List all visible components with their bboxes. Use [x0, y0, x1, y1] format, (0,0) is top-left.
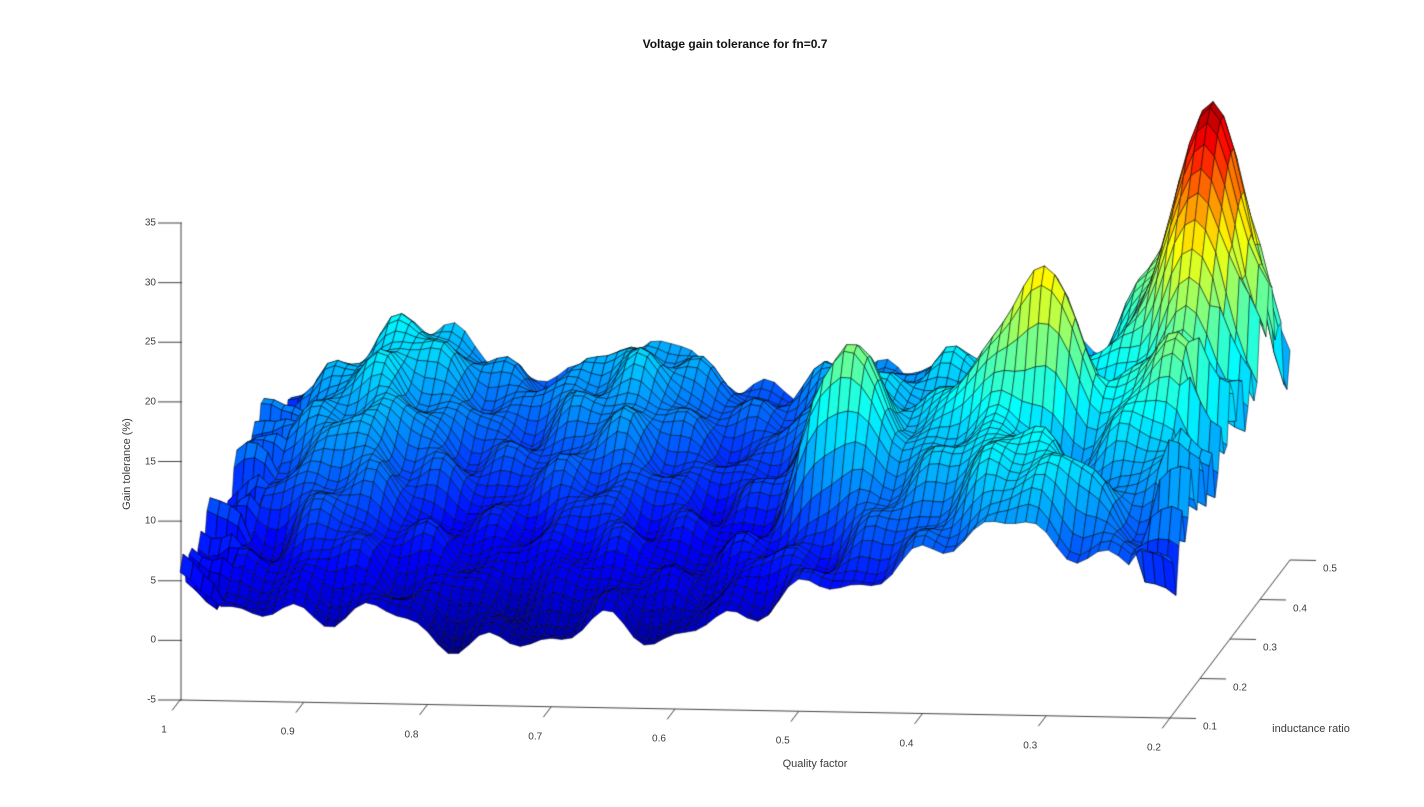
- matlab-figure: Voltage gain tolerance for fn=0.7 Qualit…: [0, 0, 1424, 807]
- surface-plot-canvas: [0, 0, 1424, 807]
